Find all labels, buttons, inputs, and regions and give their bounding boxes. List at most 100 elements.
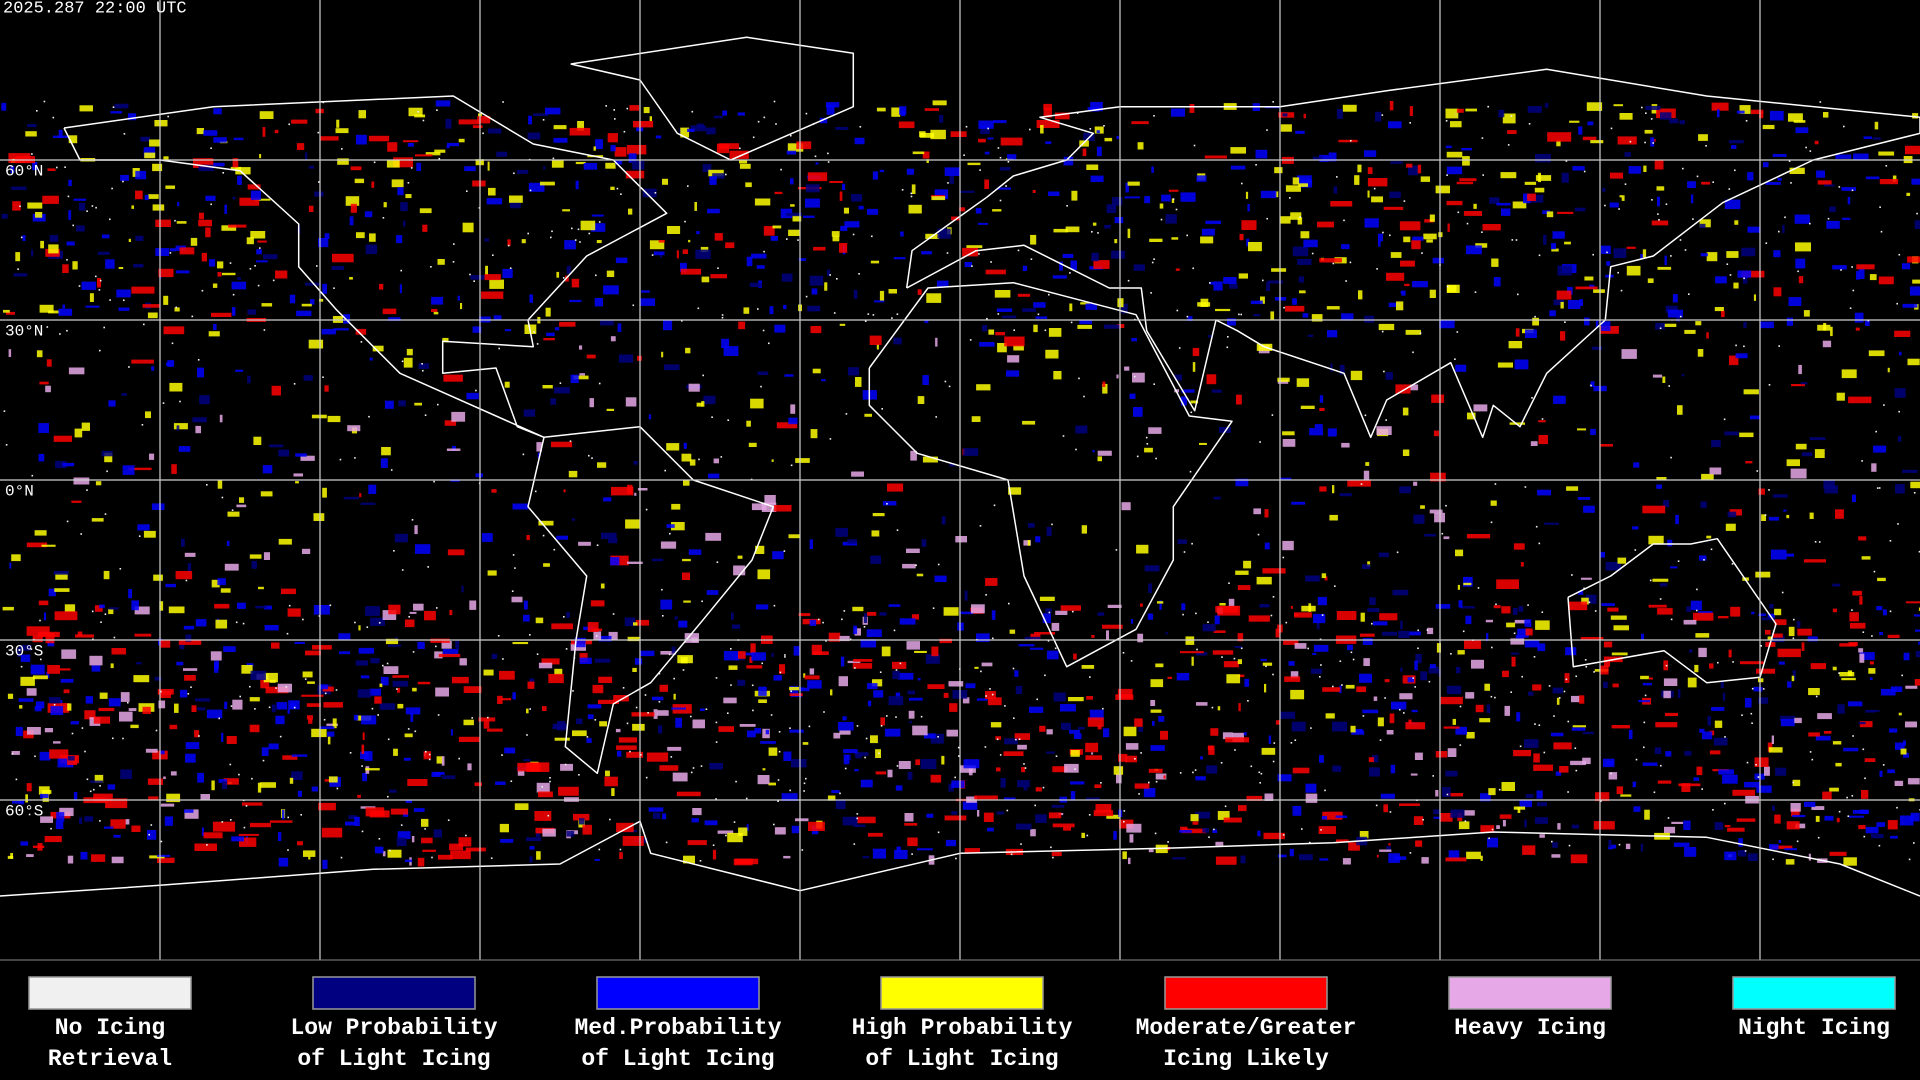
no-icing-dot: [937, 563, 940, 566]
icing-patch: [910, 450, 917, 461]
icing-patch: [26, 688, 37, 696]
icing-patch: [491, 653, 498, 659]
icing-patch: [867, 208, 879, 215]
icing-patch: [495, 781, 506, 785]
icing-patch: [1650, 137, 1655, 147]
no-icing-dot: [1190, 411, 1193, 414]
icing-patch: [1902, 469, 1918, 473]
no-icing-dot: [482, 132, 484, 135]
icing-patch: [1698, 134, 1708, 141]
icing-patch: [949, 703, 958, 712]
icing-patch: [1074, 733, 1082, 739]
icing-patch: [179, 642, 185, 650]
icing-patch: [1435, 185, 1450, 194]
icing-patch: [1663, 690, 1671, 699]
icing-patch: [260, 678, 270, 689]
no-icing-dot: [1145, 436, 1148, 439]
icing-patch: [297, 790, 302, 797]
icing-patch: [951, 811, 958, 815]
icing-patch: [1408, 631, 1421, 636]
icing-patch: [1226, 674, 1241, 684]
icing-patch: [737, 112, 745, 116]
icing-patch: [1330, 201, 1353, 207]
coastline: [63, 95, 668, 439]
icing-patch: [350, 166, 362, 171]
icing-patch: [388, 604, 401, 615]
icing-patch: [967, 162, 981, 166]
icing-patch: [56, 812, 65, 822]
icing-patch: [1388, 843, 1391, 846]
icing-field: [1, 100, 1920, 869]
icing-patch: [988, 329, 995, 335]
no-icing-dot: [1462, 630, 1465, 633]
icing-patch: [217, 578, 226, 586]
icing-patch: [792, 215, 802, 222]
icing-patch: [574, 637, 586, 648]
icing-patch: [1046, 751, 1055, 754]
icing-patch: [205, 195, 216, 201]
icing-patch: [61, 649, 77, 659]
icing-patch: [662, 178, 668, 185]
icing-patch: [795, 458, 810, 463]
no-icing-dot: [717, 267, 719, 269]
icing-patch: [1698, 647, 1707, 658]
icing-patch: [30, 664, 45, 675]
icing-patch: [1785, 553, 1794, 557]
icing-patch: [1771, 735, 1774, 744]
no-icing-dot: [1528, 123, 1531, 125]
icing-patch: [1791, 808, 1800, 817]
icing-patch: [449, 843, 464, 851]
no-icing-dot: [1768, 384, 1771, 386]
icing-patch: [227, 511, 240, 517]
icing-patch: [1729, 355, 1739, 366]
icing-patch: [653, 709, 658, 719]
icing-patch: [1086, 164, 1099, 170]
icing-patch: [873, 690, 884, 698]
no-icing-dot: [1122, 652, 1125, 654]
icing-patch: [1914, 679, 1920, 686]
icing-patch: [1747, 172, 1754, 181]
no-icing-dot: [329, 604, 332, 607]
no-icing-dot: [1195, 612, 1197, 615]
icing-patch: [568, 470, 578, 478]
icing-patch: [540, 181, 555, 186]
icing-patch: [308, 205, 314, 212]
icing-patch: [1803, 559, 1826, 563]
no-icing-dot: [1585, 666, 1588, 668]
icing-patch: [434, 149, 446, 153]
icing-patch: [979, 342, 995, 347]
icing-patch: [396, 235, 403, 244]
icing-patch: [803, 215, 815, 218]
icing-patch: [1359, 831, 1369, 839]
no-icing-dot: [867, 313, 870, 315]
icing-patch: [1918, 607, 1920, 611]
icing-patch: [1839, 672, 1855, 677]
icing-patch: [43, 612, 47, 621]
icing-patch: [733, 565, 746, 576]
icing-patch: [1513, 750, 1532, 757]
icing-patch: [696, 402, 703, 407]
icing-patch: [1534, 817, 1548, 824]
no-icing-dot: [66, 259, 68, 261]
icing-patch: [197, 707, 206, 711]
icing-patch: [870, 735, 878, 744]
no-icing-dot: [1289, 197, 1291, 199]
icing-patch: [119, 711, 133, 722]
icing-patch: [226, 540, 230, 547]
icing-patch: [1429, 289, 1436, 298]
icing-patch: [403, 220, 406, 227]
icing-patch: [1532, 317, 1539, 326]
no-icing-dot: [991, 693, 994, 696]
icing-patch: [863, 613, 868, 623]
icing-patch: [169, 382, 183, 392]
icing-patch: [1907, 778, 1920, 785]
icing-patch: [1512, 201, 1527, 209]
icing-patch: [1450, 809, 1465, 818]
icing-patch: [1335, 815, 1348, 818]
no-icing-dot: [895, 716, 897, 718]
icing-patch: [1149, 238, 1163, 242]
icing-patch: [974, 666, 979, 669]
icing-patch: [1161, 194, 1171, 202]
icing-patch: [578, 541, 591, 546]
no-icing-dot: [612, 613, 615, 615]
